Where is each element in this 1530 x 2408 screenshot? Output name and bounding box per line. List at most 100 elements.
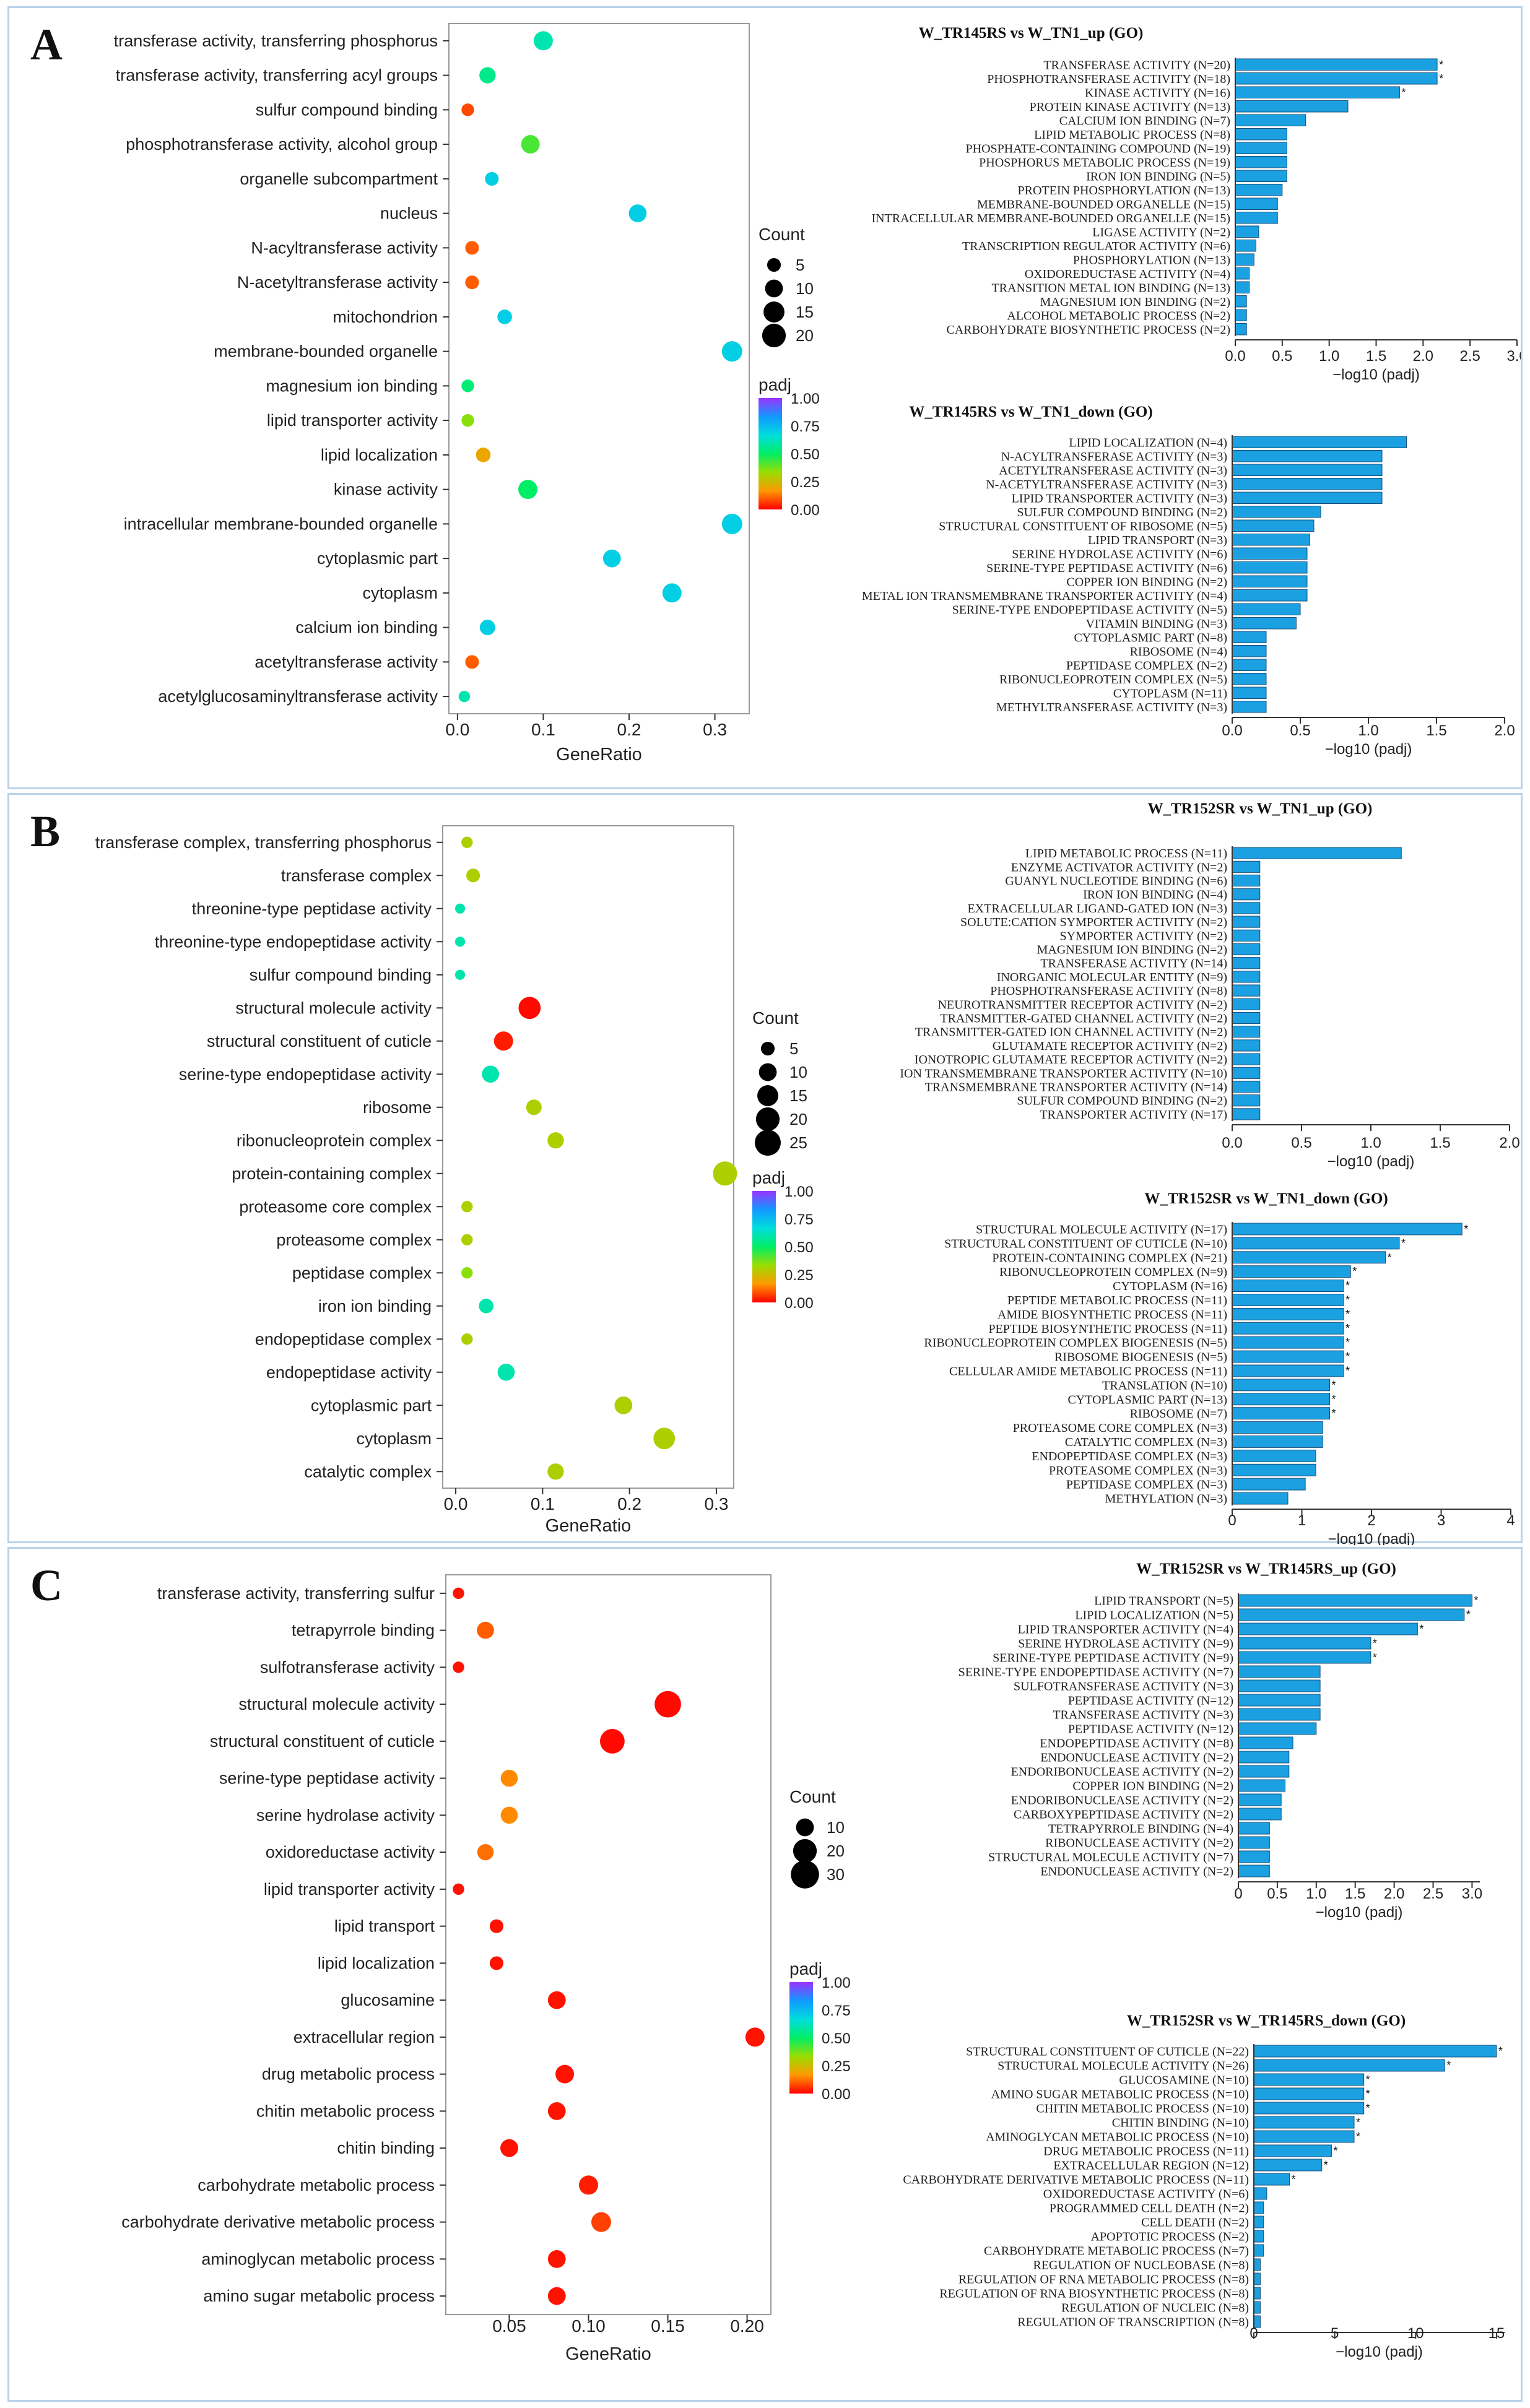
bar (1232, 534, 1310, 546)
bar-label: TRANSMITTER-GATED ION CHANNEL ACTIVITY (… (915, 1026, 1227, 1039)
category-label: peptidase complex (292, 1263, 432, 1282)
bar (1238, 1779, 1285, 1792)
data-point (721, 341, 742, 362)
data-point (602, 549, 621, 568)
bar (1232, 1251, 1386, 1264)
bar-x-tick-label: 0 (1234, 1886, 1242, 1902)
bar-label: CARBOHYDRATE DERIVATIVE METABOLIC PROCES… (903, 2173, 1249, 2187)
bar-label: PEPTIDASE ACTIVITY (N=12) (1068, 1694, 1233, 1708)
category-label: proteasome complex (276, 1231, 432, 1249)
bar-label: REGULATION OF NUCLEIC (N=8) (1061, 2302, 1249, 2315)
bar-label: STRUCTURAL MOLECULE ACTIVITY (N=17) (976, 1223, 1227, 1236)
bar (1232, 686, 1267, 699)
bar-x-tick-label: 1.5 (1345, 1886, 1365, 1902)
x-tick-label: 0.15 (651, 2316, 685, 2336)
bar (1253, 2059, 1445, 2072)
padj-colorbar (789, 1982, 813, 2094)
count-legend-dot (763, 301, 785, 323)
data-point (653, 1427, 676, 1450)
bar (1232, 561, 1308, 574)
bar-label: SOLUTE:CATION SYMPORTER ACTIVITY (N=2) (960, 916, 1227, 929)
bar (1232, 1421, 1323, 1434)
category-label: kinase activity (334, 480, 438, 499)
bar (1232, 984, 1261, 997)
bar (1232, 1478, 1306, 1491)
bar-x-tick-label: 1.0 (1306, 1886, 1326, 1902)
category-label: N-acetyltransferase activity (237, 273, 438, 292)
bar (1253, 2130, 1355, 2143)
bar (1232, 617, 1297, 630)
bar-x-tick-label: 15 (1489, 2325, 1505, 2342)
bar-label: APOPTOTIC PROCESS (N=2) (1091, 2230, 1249, 2244)
bar (1232, 1379, 1330, 1392)
bar-label: GLUCOSAMINE (N=10) (1119, 2074, 1249, 2087)
bar-label: PROTEASOME CORE COMPLEX (N=3) (1013, 1421, 1227, 1435)
category-label: nucleus (380, 204, 438, 223)
category-label: endopeptidase complex (255, 1330, 432, 1348)
data-point (614, 1396, 633, 1414)
count-legend-label: 30 (827, 1865, 845, 1884)
padj-legend-label: 0.25 (822, 2058, 851, 2075)
category-label: acetyltransferase activity (254, 652, 438, 671)
padj-legend-label: 0.50 (785, 1239, 814, 1256)
bar-label: SULFUR COMPOUND BINDING (N=2) (1017, 1094, 1227, 1108)
bar-x-tick-label: 0.0 (1222, 1135, 1242, 1151)
bar (1253, 2244, 1264, 2257)
bar-label: N-ACYLTRANSFERASE ACTIVITY (N=3) (1001, 450, 1227, 464)
bar (1238, 1808, 1282, 1821)
bar-label: TRANSITION METAL ION BINDING (N=13) (991, 281, 1230, 295)
category-label: lipid localization (321, 446, 438, 464)
data-point (454, 903, 466, 914)
bar-x-tick-label: 1.0 (1360, 1135, 1381, 1151)
bar (1238, 1751, 1290, 1764)
padj-legend-label: 0.50 (791, 446, 820, 463)
bar-label: ENDOPEPTIDASE COMPLEX (N=3) (1032, 1450, 1227, 1463)
bar (1232, 436, 1407, 448)
bar-label: GUANYL NUCLEOTIDE BINDING (N=6) (1005, 875, 1227, 888)
bar-x-tick-label: 2.5 (1423, 1886, 1443, 1902)
bar (1235, 114, 1306, 126)
bar-label: MEMBRANE-BOUNDED ORGANELLE (N=15) (977, 197, 1230, 211)
bar (1238, 1836, 1270, 1849)
panel-label: A (30, 20, 63, 69)
count-legend-label: 10 (796, 279, 814, 298)
bar-label: MAGNESIUM ION BINDING (N=2) (1040, 295, 1230, 309)
data-point (461, 1333, 473, 1345)
count-legend-title: Count (789, 1787, 836, 1806)
bar (1238, 1736, 1293, 1749)
bar-label: STRUCTURAL CONSTITUENT OF CUTICLE (N=22) (966, 2045, 1249, 2059)
category-label: magnesium ion binding (266, 376, 438, 395)
bar-label: PROTEIN KINASE ACTIVITY (N=13) (1030, 100, 1230, 114)
padj-legend-title: padj (789, 1959, 822, 1978)
count-legend-dot (757, 1085, 778, 1106)
bar-label: CHITIN METABOLIC PROCESS (N=10) (1036, 2102, 1249, 2116)
data-point (454, 937, 466, 947)
bar-label: RIBOSOME (N=7) (1130, 1407, 1227, 1421)
significance-star: * (1373, 1652, 1377, 1664)
bar (1232, 998, 1261, 1010)
bar-x-axis-label: −log10 (padj) (1325, 741, 1412, 758)
bar-label: CATALYTIC COMPLEX (N=3) (1065, 1436, 1227, 1449)
x-tick-label: 0.1 (531, 720, 555, 739)
data-point (600, 1728, 625, 1754)
bar (1235, 86, 1400, 98)
significance-star: * (1345, 1294, 1350, 1306)
bar (1238, 1822, 1270, 1835)
bar (1232, 450, 1383, 462)
padj-legend-title: padj (758, 375, 791, 394)
data-point (453, 1587, 464, 1600)
category-label: lipid transport (334, 1917, 435, 1936)
count-legend-dot (793, 1838, 817, 1863)
count-legend-label: 10 (827, 1818, 845, 1837)
significance-star: * (1356, 2116, 1360, 2129)
category-label: structural constituent of cuticle (210, 1732, 435, 1751)
bar (1253, 2272, 1261, 2285)
category-label: sulfur compound binding (250, 966, 432, 984)
bar (1232, 519, 1315, 532)
count-legend-dot (767, 258, 781, 272)
bar-x-axis-label: −log10 (padj) (1316, 1904, 1403, 1921)
panel-chart-svg: transferase activity, transferring sulfu… (121, 1561, 1505, 2364)
bar-label: INTRACELLULAR MEMBRANE-BOUNDED ORGANELLE… (871, 212, 1230, 225)
category-label: sulfotransferase activity (260, 1658, 435, 1676)
